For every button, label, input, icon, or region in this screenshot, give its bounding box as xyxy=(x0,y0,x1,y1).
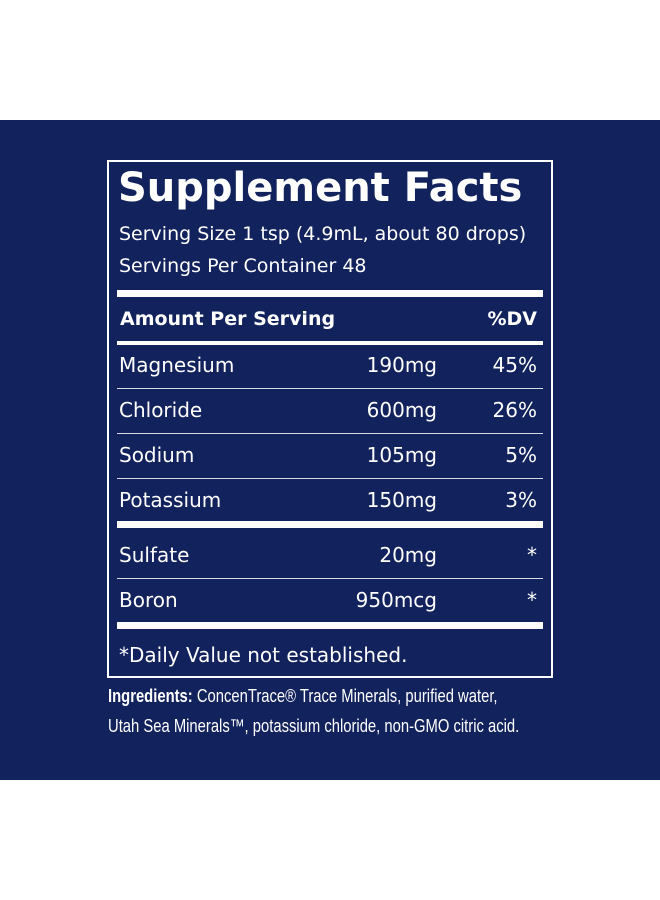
footnote: *Daily Value not established. xyxy=(119,643,408,667)
serving-size: Serving Size 1 tsp (4.9mL, about 80 drop… xyxy=(119,223,527,245)
nutrient-name: Boron xyxy=(119,588,178,612)
facts-box xyxy=(107,160,553,678)
nutrient-amount: 20mg xyxy=(379,543,437,567)
divider xyxy=(117,290,543,297)
row-divider xyxy=(117,578,543,579)
dv-header: %DV xyxy=(487,308,537,330)
nutrient-amount: 150mg xyxy=(366,488,437,512)
nutrient-name: Chloride xyxy=(119,398,203,422)
row-divider xyxy=(117,478,543,479)
nutrient-dv: 26% xyxy=(492,398,537,422)
divider xyxy=(117,341,543,345)
ingredients-label: Ingredients: xyxy=(108,685,193,706)
amount-header: Amount Per Serving xyxy=(120,308,336,330)
nutrient-dv: 45% xyxy=(492,353,537,377)
row-divider xyxy=(117,388,543,389)
title: Supplement Facts xyxy=(118,165,523,211)
nutrient-dv: * xyxy=(527,588,537,612)
row-divider xyxy=(117,433,543,434)
nutrient-amount: 105mg xyxy=(366,443,437,467)
nutrient-amount: 600mg xyxy=(366,398,437,422)
nutrient-name: Sulfate xyxy=(119,543,190,567)
nutrient-amount: 190mg xyxy=(366,353,437,377)
divider xyxy=(117,622,543,629)
nutrient-dv: 5% xyxy=(505,443,537,467)
nutrient-name: Potassium xyxy=(119,488,222,512)
ingredients-line: Ingredients: ConcenTrace® Trace Minerals… xyxy=(108,685,498,706)
label-background xyxy=(0,120,660,780)
ingredients-text: ConcenTrace® Trace Minerals, purified wa… xyxy=(196,685,498,706)
nutrient-name: Magnesium xyxy=(119,353,235,377)
servings-per-container: Servings Per Container 48 xyxy=(119,255,367,277)
nutrient-amount: 950mcg xyxy=(355,588,437,612)
nutrient-name: Sodium xyxy=(119,443,195,467)
ingredients-line: Utah Sea Minerals™, potassium chloride, … xyxy=(108,715,520,736)
ingredients-text: Utah Sea Minerals™, potassium chloride, … xyxy=(108,715,520,736)
divider xyxy=(117,521,543,528)
nutrient-dv: * xyxy=(527,543,537,567)
nutrient-dv: 3% xyxy=(505,488,537,512)
